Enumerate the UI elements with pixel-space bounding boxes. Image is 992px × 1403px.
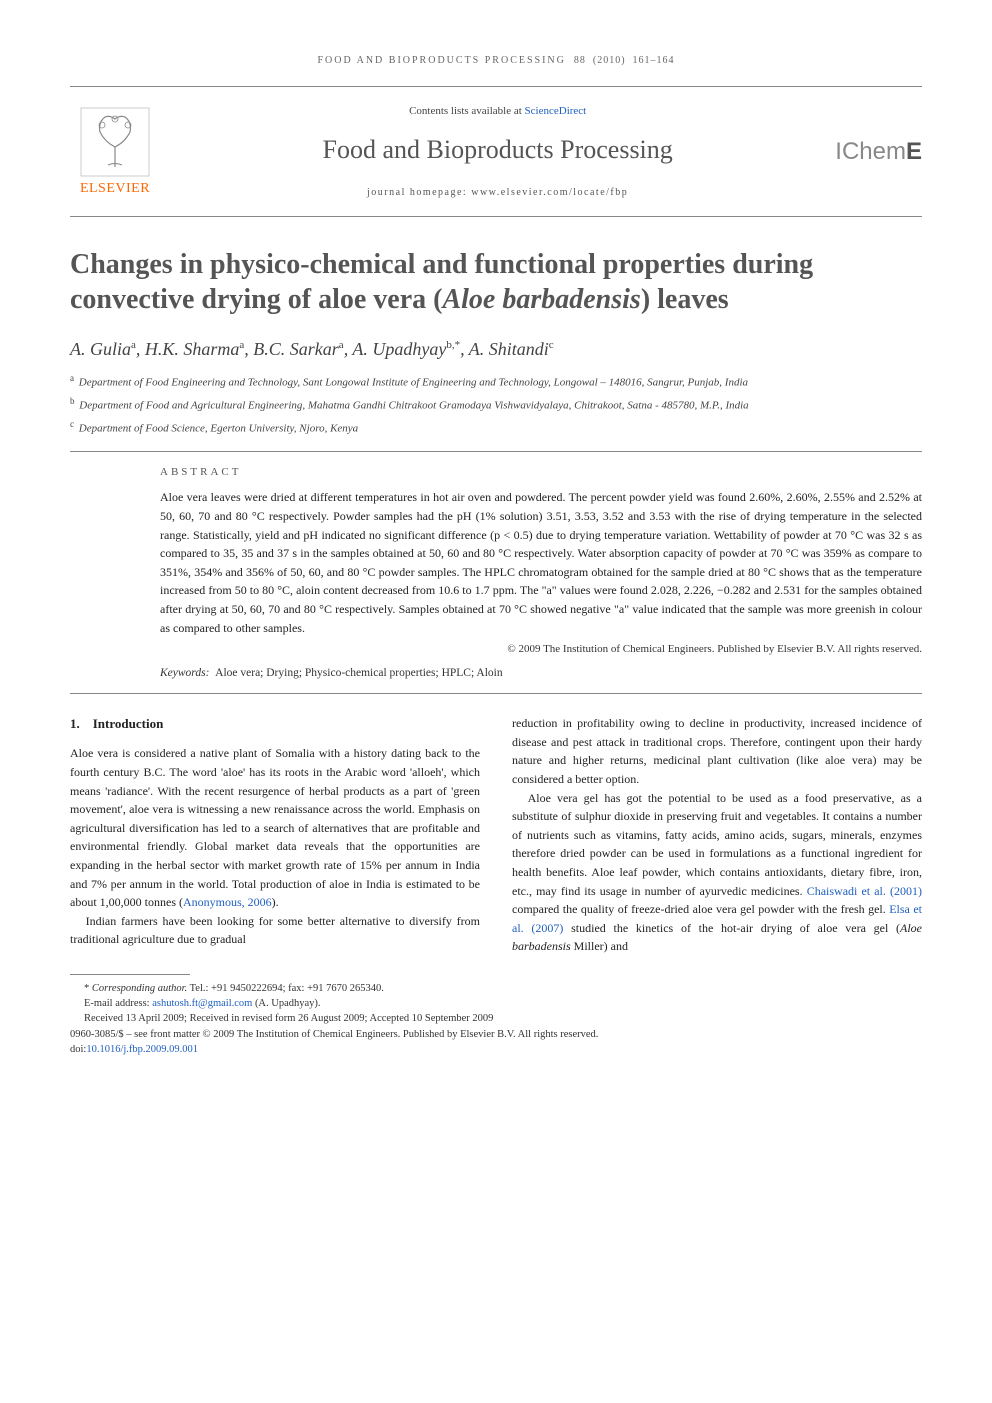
issn-line: 0960-3085/$ – see front matter © 2009 Th… (70, 1027, 922, 1042)
affiliation: b Department of Food and Agricultural En… (70, 395, 922, 414)
masthead: ELSEVIER Contents lists available at Sci… (70, 86, 922, 217)
icheme-logo: IChemE (835, 138, 922, 166)
running-header-journal: FOOD AND BIOPRODUCTS PROCESSING (317, 55, 565, 66)
author-list: A. Guliaa, H.K. Sharmaa, B.C. Sarkara, A… (70, 339, 922, 360)
author: B.C. Sarkara (253, 339, 343, 359)
article-title: Changes in physico-chemical and function… (70, 247, 922, 317)
abstract-block: ABSTRACT Aloe vera leaves were dried at … (160, 466, 922, 679)
citation-link[interactable]: Anonymous, 2006 (183, 895, 272, 909)
elsevier-logo: ELSEVIER (70, 107, 160, 197)
citation-link[interactable]: Chaiswadi et al. (2001) (807, 884, 922, 898)
body-paragraph: Aloe vera is considered a native plant o… (70, 744, 480, 911)
contents-lists-line: Contents lists available at ScienceDirec… (184, 105, 811, 117)
running-header-vol: 88 (574, 55, 586, 66)
elsevier-wordmark: ELSEVIER (80, 181, 150, 197)
keywords-text: Aloe vera; Drying; Physico-chemical prop… (215, 667, 502, 679)
corresponding-author-footnote: * Corresponding author. Tel.: +91 945022… (70, 981, 922, 1027)
affiliation: a Department of Food Engineering and Tec… (70, 372, 922, 391)
right-column: reduction in profitability owing to decl… (512, 714, 922, 956)
abstract-heading: ABSTRACT (160, 466, 922, 478)
running-header-pages: 161–164 (633, 55, 675, 66)
body-paragraph: Aloe vera gel has got the potential to b… (512, 789, 922, 956)
journal-name: Food and Bioproducts Processing (184, 135, 811, 165)
journal-homepage: journal homepage: www.elsevier.com/locat… (184, 187, 811, 198)
doi-line: doi:10.1016/j.fbp.2009.09.001 (70, 1042, 922, 1057)
affiliation: c Department of Food Science, Egerton Un… (70, 418, 922, 437)
abstract-text: Aloe vera leaves were dried at different… (160, 488, 922, 637)
body-paragraph: Indian farmers have been looking for som… (70, 912, 480, 949)
divider (70, 451, 922, 452)
body-columns: 1. Introduction Aloe vera is considered … (70, 714, 922, 956)
journal-homepage-url: www.elsevier.com/locate/fbp (471, 187, 628, 198)
author: A. Shitandic (469, 339, 554, 359)
running-header: FOOD AND BIOPRODUCTS PROCESSING 88 (2010… (70, 55, 922, 66)
author: H.K. Sharmaa (145, 339, 244, 359)
running-header-year: (2010) (593, 55, 626, 66)
doi-link[interactable]: 10.1016/j.fbp.2009.09.001 (86, 1044, 198, 1055)
received-line: Received 13 April 2009; Received in revi… (84, 1011, 922, 1026)
keywords-label: Keywords: (160, 667, 209, 679)
section-heading: 1. Introduction (70, 714, 480, 734)
abstract-copyright: © 2009 The Institution of Chemical Engin… (160, 643, 922, 655)
body-paragraph: reduction in profitability owing to decl… (512, 714, 922, 788)
footnote-divider (70, 974, 190, 975)
elsevier-tree-icon (80, 107, 150, 177)
email-link[interactable]: ashutosh.ft@gmail.com (152, 998, 252, 1009)
author: A. Guliaa (70, 339, 136, 359)
keywords: Keywords: Aloe vera; Drying; Physico-che… (160, 667, 922, 679)
author: A. Upadhyayb,* (352, 339, 460, 359)
left-column: 1. Introduction Aloe vera is considered … (70, 714, 480, 956)
sciencedirect-link[interactable]: ScienceDirect (525, 105, 587, 117)
divider (70, 693, 922, 694)
